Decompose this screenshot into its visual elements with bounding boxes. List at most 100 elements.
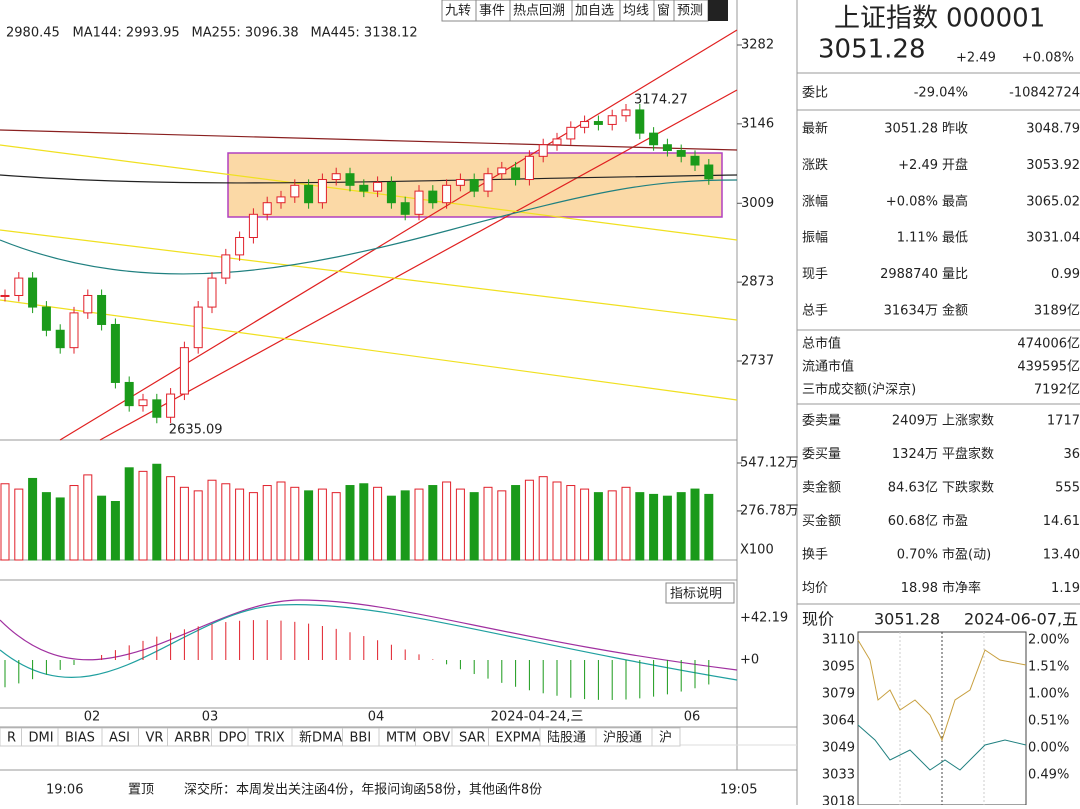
candle [248, 213, 258, 238]
mini-right-tick: 1.51% [1028, 660, 1069, 675]
date-label: 2024-04-24,三 [491, 710, 584, 725]
toolbar-arrow[interactable] [708, 0, 728, 21]
candle [290, 184, 300, 198]
volume-bar [414, 488, 424, 561]
v-tick-label: 547.12万 [740, 456, 799, 471]
mini-avg [857, 724, 1027, 771]
row-label: 委买量 [802, 447, 841, 462]
mini-price: 3051.28 [874, 610, 940, 629]
candle [359, 184, 369, 192]
volume-bar [152, 463, 162, 561]
tab-label: MTM [386, 731, 416, 746]
volume-unit: X100 [740, 543, 774, 558]
candle [400, 202, 410, 215]
candle [414, 190, 424, 215]
volume-bar [0, 483, 10, 561]
candle [138, 399, 148, 407]
mini-left-tick: 3033 [822, 768, 855, 783]
tab-label: VR [146, 731, 164, 746]
volume-bar [607, 490, 617, 561]
indicator-button[interactable] [665, 582, 735, 604]
row-value: 555 [1055, 481, 1080, 496]
row-value: +2.49 [898, 158, 938, 173]
candle [428, 190, 438, 204]
volume-bar [304, 490, 314, 561]
candle [538, 144, 548, 157]
row-label: 最新 [802, 121, 828, 137]
row-label: 卖金额 [802, 480, 841, 496]
toolbar-label: 均线 [623, 4, 649, 19]
candle [345, 173, 355, 186]
row-value: 3031.04 [1026, 231, 1080, 246]
candle [304, 184, 314, 204]
mini-right-tick: 2.00% [1028, 633, 1069, 648]
mini-left-tick: 3049 [822, 741, 855, 756]
tab[interactable] [651, 727, 681, 747]
candle [110, 323, 120, 383]
status-message: 深交所：本周发出关注函4份，年报问询函58份，其他函件8份 [184, 782, 542, 798]
volume-bar [179, 486, 189, 561]
volume-bar [290, 486, 300, 561]
volume-bar [331, 492, 341, 561]
volume-bar [635, 492, 645, 561]
status-pin[interactable]: 置顶 [128, 783, 154, 798]
row-label: 市盈 [942, 513, 968, 529]
volume-bar [359, 483, 369, 561]
row-label: 最低 [942, 231, 968, 246]
volume-bar [593, 492, 603, 561]
row-label: 最高 [942, 193, 968, 209]
volume-bar [511, 485, 521, 561]
tab-label: DPO [219, 731, 247, 746]
row-label: 涨幅 [802, 194, 828, 209]
row-value: +0.08% [886, 194, 938, 209]
mini-left-tick: 3064 [822, 714, 855, 729]
candle [442, 184, 452, 204]
mini-left-tick: 3110 [822, 633, 855, 648]
quote-change: +2.49 [956, 51, 996, 66]
volume-bar [469, 492, 479, 561]
candle [566, 126, 576, 140]
volume-bar [690, 488, 700, 561]
tab-label: 沪 [659, 730, 672, 746]
row-label: 上涨家数 [942, 413, 994, 429]
row-label: 均价 [802, 581, 828, 596]
candle [635, 109, 645, 134]
volume-bar [621, 486, 631, 561]
tab-label: DMI [29, 731, 54, 746]
market-value: 474006亿 [1017, 337, 1080, 352]
candle [690, 155, 700, 166]
market-value: 439595亿 [1017, 360, 1080, 375]
row-label: 开盘 [942, 157, 968, 173]
row-label: 振幅 [802, 231, 828, 246]
row-value: 36 [1063, 447, 1080, 462]
volume-bar [345, 485, 355, 561]
date-label: 03 [202, 710, 219, 725]
row-value: 14.61 [1043, 514, 1080, 529]
candle [166, 393, 176, 418]
candle [14, 277, 24, 296]
candle [455, 179, 465, 186]
row-value: 0.99 [1051, 267, 1080, 282]
ma-legend: 2980.45 [6, 26, 60, 41]
volume-bar [28, 477, 38, 561]
volume-bar [248, 492, 258, 561]
row-label: 涨跌 [802, 157, 828, 173]
candle [207, 277, 217, 308]
candle [317, 179, 327, 204]
ma-legend: MA445: 3138.12 [311, 26, 418, 41]
candle [483, 173, 493, 192]
toolbar-label: 预测 [677, 4, 703, 19]
volume-bar [207, 479, 217, 561]
volume-bar [538, 476, 548, 561]
ratio-value: -10842724 [1009, 86, 1080, 101]
volume-bar [497, 490, 507, 561]
tab-label: BBI [350, 731, 372, 746]
candle [179, 347, 189, 395]
quote-pct: +0.08% [1022, 51, 1074, 66]
volume-bar [566, 485, 576, 561]
volume-bar [662, 495, 672, 561]
volume-bar [69, 485, 79, 561]
mini-price [857, 639, 1027, 742]
market-label: 流通市值 [802, 359, 854, 375]
